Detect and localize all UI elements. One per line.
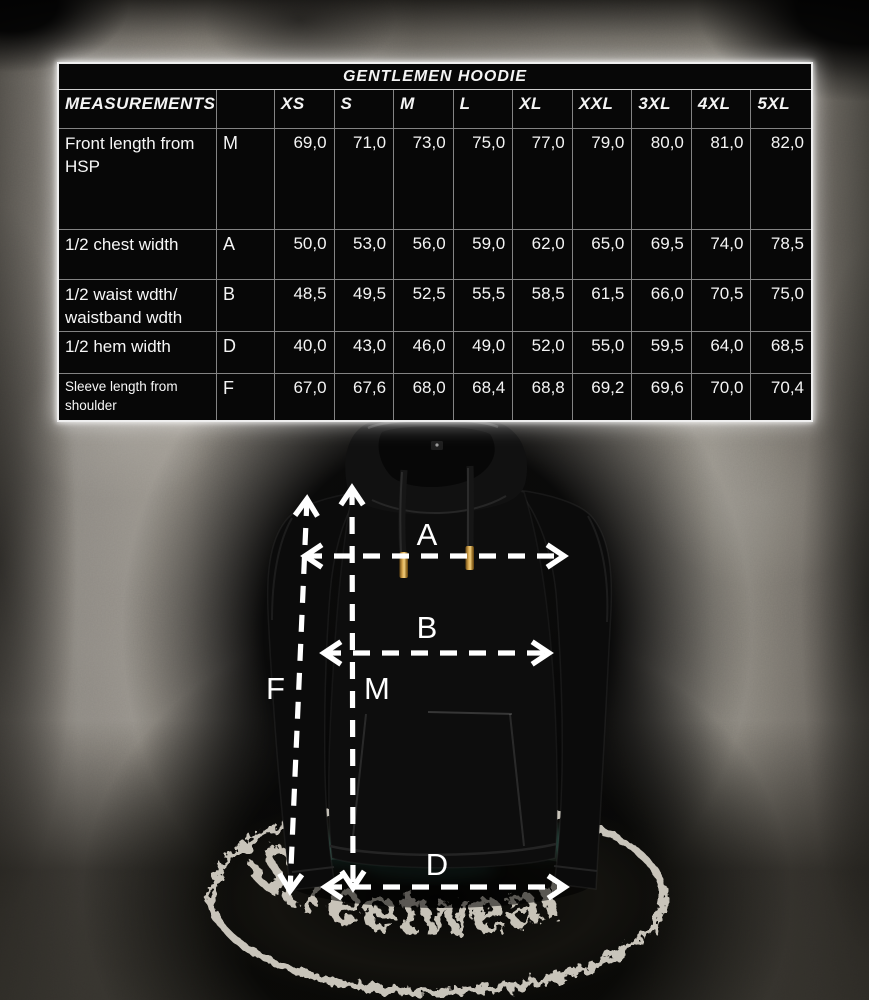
size-value: 58,5 xyxy=(513,280,573,332)
size-chart-grid: MEASUREMENTS XS S M L XL XXL 3XL 4XL 5XL… xyxy=(59,90,811,420)
size-value: 79,0 xyxy=(572,129,633,230)
size-value: 69,6 xyxy=(632,374,692,420)
size-value: 61,5 xyxy=(572,280,633,332)
size-value: 68,8 xyxy=(513,374,573,420)
label-m: M xyxy=(364,671,390,706)
size-value: 53,0 xyxy=(334,230,395,280)
size-col-header-4xl: 4XL xyxy=(691,90,752,129)
size-value: 46,0 xyxy=(394,332,454,374)
size-value: 70,0 xyxy=(692,374,752,420)
torso xyxy=(327,484,559,869)
size-value: 49,5 xyxy=(334,280,395,332)
size-value: 65,0 xyxy=(572,230,633,280)
size-value: 69,2 xyxy=(573,374,633,420)
size-value: 50,0 xyxy=(275,230,335,280)
measurement-label: Front length from HSP xyxy=(59,129,217,230)
size-value: 73,0 xyxy=(394,129,454,230)
size-value: 80,0 xyxy=(632,129,692,230)
size-col-header-m: M xyxy=(394,90,454,129)
size-value: 67,0 xyxy=(275,374,335,420)
measurement-label: 1/2 chest width xyxy=(59,230,217,280)
size-value: 43,0 xyxy=(334,332,395,374)
size-value: 52,0 xyxy=(513,332,573,374)
size-value: 64,0 xyxy=(691,332,752,374)
hood-tag-dot xyxy=(435,443,439,447)
measurement-letter: M xyxy=(217,129,275,230)
label-a: A xyxy=(417,517,438,552)
size-value: 69,5 xyxy=(632,230,692,280)
size-value: 75,0 xyxy=(453,129,514,230)
size-value: 66,0 xyxy=(632,280,692,332)
measurement-letter: D xyxy=(217,332,275,374)
size-value: 59,5 xyxy=(632,332,692,374)
size-value: 48,5 xyxy=(275,280,335,332)
measurement-letter: F xyxy=(217,374,275,420)
size-value: 70,4 xyxy=(770,378,804,397)
label-b: B xyxy=(417,610,438,645)
chart-title: GENTLEMEN HOODIE xyxy=(59,64,811,90)
size-col-header-xl: XL xyxy=(513,90,573,129)
size-value: 78,5 xyxy=(751,230,811,280)
size-col-header-xxl: XXL xyxy=(572,90,633,129)
size-value: 68,0 xyxy=(394,374,454,420)
size-value: 68,4 xyxy=(454,374,514,420)
size-value: 70,5 xyxy=(691,280,752,332)
letter-column-header xyxy=(217,90,275,129)
size-value: 75,0 xyxy=(751,280,811,332)
size-col-header-xs: XS xyxy=(275,90,335,129)
size-chart: GENTLEMEN HOODIE MEASUREMENTS XS S M L X… xyxy=(57,62,813,422)
size-value: 55,0 xyxy=(572,332,633,374)
measurement-letter: B xyxy=(217,280,275,332)
size-value: 67,6 xyxy=(335,374,395,420)
label-d: D xyxy=(426,847,448,882)
hoodie-illustration xyxy=(266,415,613,891)
label-f: F xyxy=(266,671,285,706)
size-value: 62,0 xyxy=(513,230,573,280)
size-col-header-3xl: 3XL xyxy=(632,90,692,129)
measurement-label: 1/2 waist wdth/ waistband wdth xyxy=(59,280,217,332)
measurement-label: 1/2 hem width xyxy=(59,332,217,374)
size-value: 59,0 xyxy=(453,230,514,280)
size-value: 52,5 xyxy=(394,280,454,332)
size-value: 49,0 xyxy=(453,332,514,374)
measurement-label: Sleeve length from shoulder xyxy=(59,374,217,420)
size-value: 68,5 xyxy=(751,332,811,374)
size-value: 71,0 xyxy=(334,129,395,230)
measurements-header: MEASUREMENTS xyxy=(59,90,217,129)
size-col-header-l: L xyxy=(453,90,514,129)
size-value: 82,0 xyxy=(751,129,811,230)
size-value: 55,5 xyxy=(453,280,514,332)
size-col-header-s: S xyxy=(334,90,395,129)
measurement-letter: A xyxy=(217,230,275,280)
size-value: 81,0 xyxy=(691,129,752,230)
size-value: 40,0 xyxy=(275,332,335,374)
size-col-header-5xl: 5XL xyxy=(751,90,811,129)
size-value: 69,0 xyxy=(275,129,335,230)
size-value: 56,0 xyxy=(394,230,454,280)
size-value: 77,0 xyxy=(513,129,573,230)
size-value: 74,0 xyxy=(691,230,752,280)
